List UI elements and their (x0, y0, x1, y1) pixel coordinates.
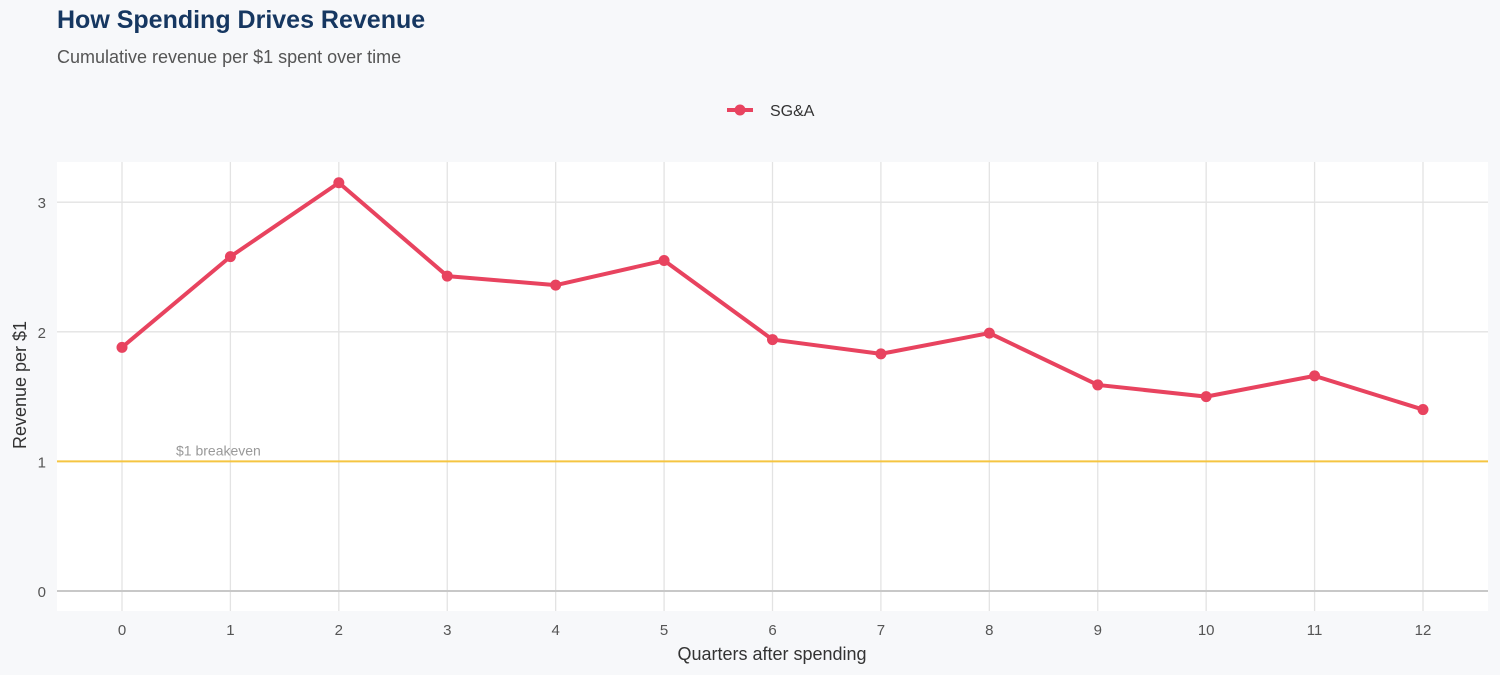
y-axis-label: Revenue per $1 (10, 321, 30, 449)
y-tick-label: 2 (38, 325, 46, 342)
x-tick-label: 2 (335, 622, 343, 639)
data-point (983, 327, 995, 339)
data-point (1309, 370, 1321, 382)
x-tick-label: 12 (1415, 622, 1432, 639)
x-tick-label: 0 (118, 622, 126, 639)
y-tick-label: 3 (38, 195, 46, 212)
data-point (224, 251, 236, 263)
data-point (116, 341, 128, 353)
x-tick-label: 8 (985, 622, 993, 639)
x-tick-label: 7 (877, 622, 885, 639)
data-point (441, 270, 453, 282)
x-tick-label: 4 (551, 622, 559, 639)
x-axis-label: Quarters after spending (677, 644, 866, 664)
data-point (550, 279, 562, 291)
breakeven-label: $1 breakeven (176, 442, 261, 458)
chart-subtitle: Cumulative revenue per $1 spent over tim… (57, 47, 402, 67)
data-point (333, 177, 345, 189)
x-tick-label: 10 (1198, 622, 1215, 639)
x-tick-label: 1 (226, 622, 234, 639)
data-point (767, 334, 778, 346)
y-tick-label: 0 (38, 584, 46, 601)
legend-label: SG&A (770, 103, 815, 120)
data-point (658, 255, 670, 267)
x-tick-label: 11 (1307, 622, 1323, 639)
x-tick-label: 3 (443, 622, 451, 639)
data-point (1417, 404, 1429, 416)
data-point (875, 348, 887, 360)
y-tick-label: 1 (38, 454, 46, 471)
chart-title: How Spending Drives Revenue (57, 6, 426, 34)
x-tick-label: 5 (660, 622, 668, 639)
x-tick-label: 6 (768, 622, 776, 639)
data-point (1092, 379, 1104, 391)
legend-marker (734, 104, 746, 116)
x-tick-label: 9 (1094, 622, 1102, 639)
data-point (1200, 391, 1212, 403)
